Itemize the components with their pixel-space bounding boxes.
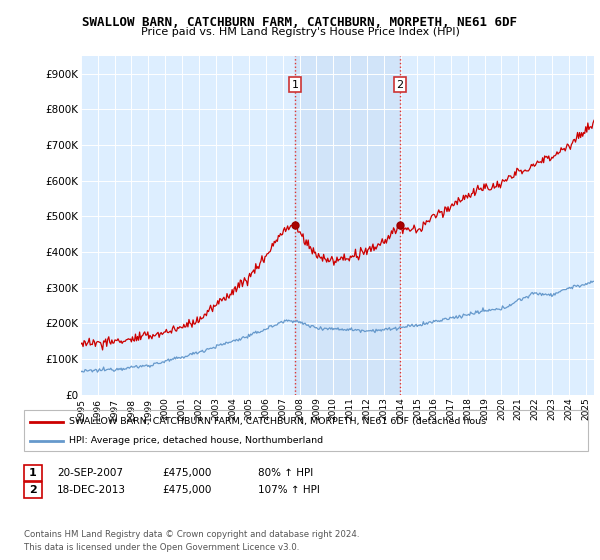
Text: 2: 2 <box>29 485 37 495</box>
Text: 107% ↑ HPI: 107% ↑ HPI <box>258 485 320 495</box>
Text: 20-SEP-2007: 20-SEP-2007 <box>57 468 123 478</box>
Text: 1: 1 <box>29 468 37 478</box>
Text: HPI: Average price, detached house, Northumberland: HPI: Average price, detached house, Nort… <box>69 436 323 445</box>
Text: 80% ↑ HPI: 80% ↑ HPI <box>258 468 313 478</box>
Text: 18-DEC-2013: 18-DEC-2013 <box>57 485 126 495</box>
Text: SWALLOW BARN, CATCHBURN FARM, CATCHBURN, MORPETH, NE61 6DF: SWALLOW BARN, CATCHBURN FARM, CATCHBURN,… <box>83 16 517 29</box>
Bar <box>295 56 400 395</box>
Text: £475,000: £475,000 <box>162 468 211 478</box>
Text: SWALLOW BARN, CATCHBURN FARM, CATCHBURN, MORPETH, NE61 6DF (detached hous: SWALLOW BARN, CATCHBURN FARM, CATCHBURN,… <box>69 417 486 426</box>
Text: £475,000: £475,000 <box>162 485 211 495</box>
Text: Price paid vs. HM Land Registry's House Price Index (HPI): Price paid vs. HM Land Registry's House … <box>140 27 460 37</box>
Text: 2: 2 <box>397 80 403 90</box>
Text: 1: 1 <box>292 80 298 90</box>
Text: Contains HM Land Registry data © Crown copyright and database right 2024.
This d: Contains HM Land Registry data © Crown c… <box>24 530 359 552</box>
